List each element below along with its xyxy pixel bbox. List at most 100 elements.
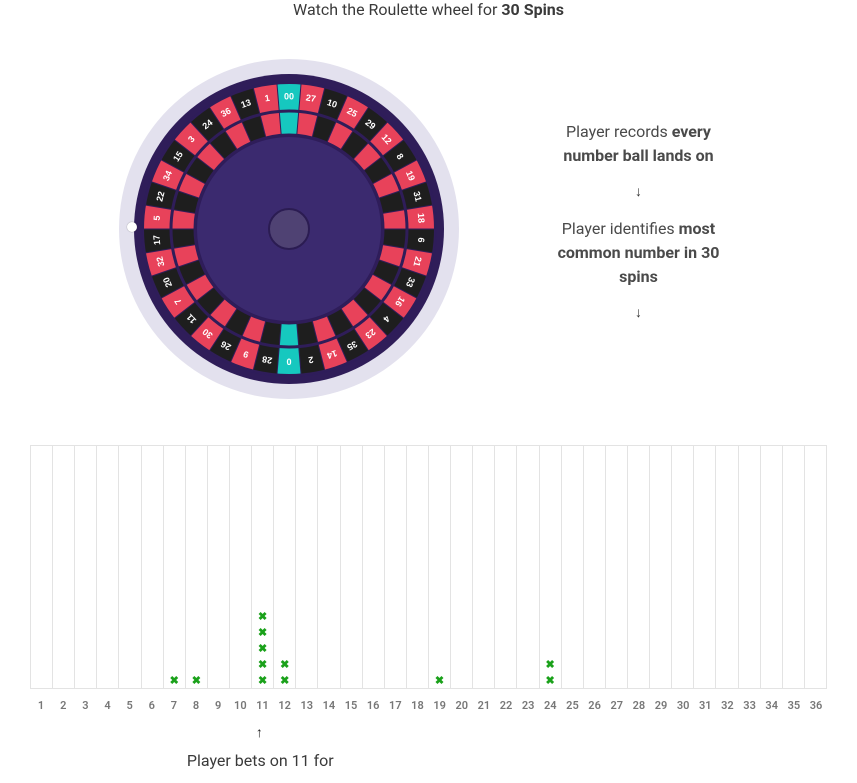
axis-tick: 22 xyxy=(495,699,517,712)
svg-text:17: 17 xyxy=(151,235,162,246)
axis-tick: 32 xyxy=(716,699,738,712)
tally-column xyxy=(739,446,761,688)
axis-tick: 8 xyxy=(185,699,207,712)
axis-tick: 34 xyxy=(761,699,783,712)
axis-tick: 13 xyxy=(296,699,318,712)
tally-mark: ✖ xyxy=(192,675,201,686)
roulette-wheel-svg: 0027102529128193118621331642335142028926… xyxy=(119,59,459,399)
tally-chart: ✖✖✖✖✖✖✖✖✖✖✖✖ 123456789101112131415161718… xyxy=(30,445,827,770)
axis-tick: 19 xyxy=(429,699,451,712)
tally-column: ✖ xyxy=(429,446,451,688)
svg-text:0: 0 xyxy=(286,357,291,367)
roulette-ball xyxy=(127,222,137,232)
tally-mark: ✖ xyxy=(545,675,554,686)
axis-tick: 5 xyxy=(119,699,141,712)
tally-mark: ✖ xyxy=(258,643,267,654)
svg-text:28: 28 xyxy=(261,354,273,366)
tally-column xyxy=(672,446,694,688)
tally-mark: ✖ xyxy=(258,659,267,670)
bet-caption: Player bets on 11 for xyxy=(187,751,827,770)
axis-tick: 7 xyxy=(163,699,185,712)
tally-column xyxy=(694,446,716,688)
tally-column xyxy=(650,446,672,688)
tally-column xyxy=(451,446,473,688)
tally-column: ✖ xyxy=(186,446,208,688)
steps-panel: Player records every number ball lands o… xyxy=(539,120,739,338)
step-1: Player records every number ball lands o… xyxy=(539,120,739,168)
tally-column xyxy=(296,446,318,688)
tally-mark: ✖ xyxy=(545,659,554,670)
axis-tick: 11 xyxy=(251,699,273,712)
axis-tick: 21 xyxy=(473,699,495,712)
axis-tick: 18 xyxy=(406,699,428,712)
axis-tick: 14 xyxy=(318,699,340,712)
svg-text:18: 18 xyxy=(415,213,426,224)
tally-column: ✖ ✖ ✖ ✖ ✖ xyxy=(252,446,274,688)
svg-text:6: 6 xyxy=(415,237,425,243)
tally-column xyxy=(606,446,628,688)
axis-tick: 16 xyxy=(362,699,384,712)
tally-mark: ✖ xyxy=(435,675,444,686)
axis-tick: 20 xyxy=(451,699,473,712)
tally-column xyxy=(805,446,826,688)
tally-column xyxy=(628,446,650,688)
axis-tick: 9 xyxy=(207,699,229,712)
axis-tick: 30 xyxy=(672,699,694,712)
title-bold: 30 Spins xyxy=(501,0,564,19)
page-title: Watch the Roulette wheel for 30 Spins xyxy=(0,0,857,19)
tally-column xyxy=(584,446,606,688)
tally-column xyxy=(783,446,805,688)
roulette-wheel: 0027102529128193118621331642335142028926… xyxy=(119,59,459,399)
tally-column: ✖✖ xyxy=(274,446,296,688)
tally-mark: ✖ xyxy=(280,659,289,670)
axis-tick: 4 xyxy=(96,699,118,712)
tally-mark: ✖ xyxy=(280,675,289,686)
tally-mark: ✖ xyxy=(258,675,267,686)
axis-tick: 26 xyxy=(584,699,606,712)
tally-column xyxy=(517,446,539,688)
axis-tick: 12 xyxy=(274,699,296,712)
tally-column xyxy=(716,446,738,688)
tally-column xyxy=(341,446,363,688)
axis-tick: 15 xyxy=(340,699,362,712)
tally-column xyxy=(208,446,230,688)
tally-column: ✖ xyxy=(164,446,186,688)
axis-tick: 31 xyxy=(694,699,716,712)
axis-tick: 27 xyxy=(606,699,628,712)
axis-tick: 36 xyxy=(805,699,827,712)
axis-tick: 33 xyxy=(739,699,761,712)
axis-tick: 29 xyxy=(650,699,672,712)
axis-tick: 24 xyxy=(539,699,561,712)
step-2-prefix: Player identifies xyxy=(562,219,679,238)
tally-chart-axis: 1234567891011121314151617181920212223242… xyxy=(30,699,827,712)
axis-tick: 6 xyxy=(141,699,163,712)
tally-column xyxy=(385,446,407,688)
axis-tick: 10 xyxy=(229,699,251,712)
tally-column xyxy=(407,446,429,688)
tally-column xyxy=(31,446,53,688)
axis-tick: 28 xyxy=(628,699,650,712)
down-arrow-icon: ↓ xyxy=(539,303,739,324)
hero-row: 0027102529128193118621331642335142028926… xyxy=(0,59,857,399)
tally-column xyxy=(761,446,783,688)
tally-mark: ✖ xyxy=(170,675,179,686)
svg-text:27: 27 xyxy=(305,92,317,104)
tally-column xyxy=(495,446,517,688)
tally-mark: ✖ xyxy=(258,627,267,638)
tally-column: ✖✖ xyxy=(540,446,562,688)
tally-column xyxy=(53,446,75,688)
tally-column xyxy=(75,446,97,688)
tally-mark: ✖ xyxy=(258,611,267,622)
tally-column xyxy=(318,446,340,688)
tally-column xyxy=(119,446,141,688)
svg-text:5: 5 xyxy=(151,215,161,221)
tally-column xyxy=(230,446,252,688)
axis-tick: 3 xyxy=(74,699,96,712)
axis-tick: 1 xyxy=(30,699,52,712)
tally-column xyxy=(562,446,584,688)
title-prefix: Watch the Roulette wheel for xyxy=(293,0,501,19)
tally-column xyxy=(142,446,164,688)
axis-tick: 25 xyxy=(561,699,583,712)
highlight-arrow-icon: ↑ xyxy=(256,724,827,741)
step-2: Player identifies most common number in … xyxy=(539,217,739,289)
